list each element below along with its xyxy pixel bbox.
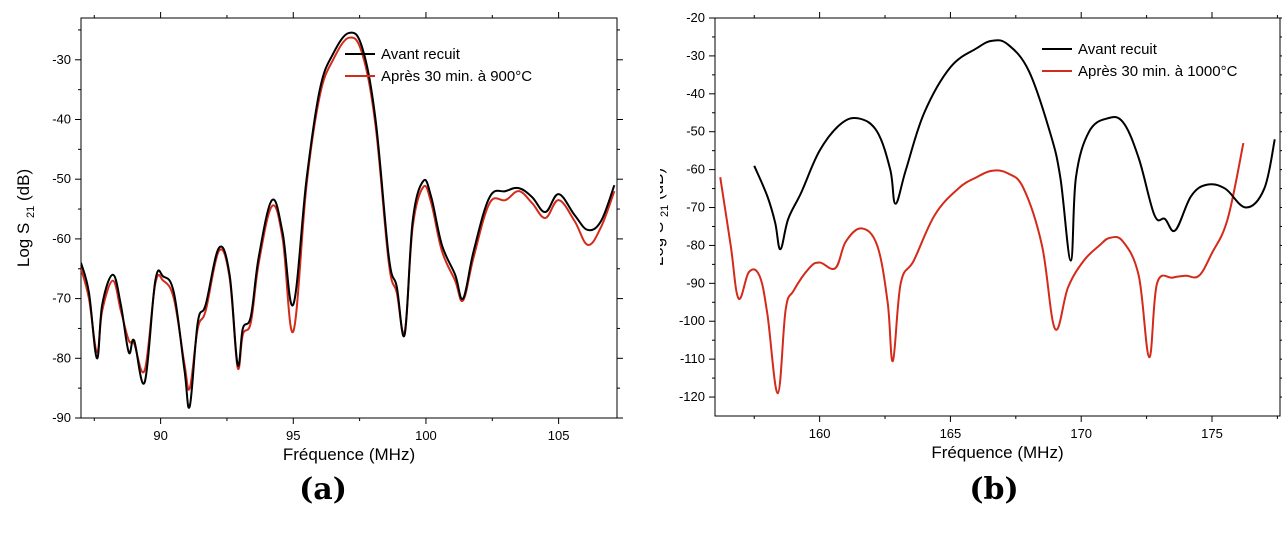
y-tick-label: -50	[686, 124, 705, 139]
y-tick-label: -40	[52, 111, 71, 126]
legend-label-0: Avant recuit	[1078, 41, 1158, 58]
x-axis-title: Fréquence (MHz)	[283, 445, 415, 464]
y-tick-label: -110	[680, 351, 705, 366]
y-tick-label: -90	[686, 275, 705, 290]
y-tick-label: -60	[686, 162, 705, 177]
y-tick-label: -20	[686, 10, 705, 25]
x-axis-title: Fréquence (MHz)	[931, 443, 1063, 462]
series-line-0	[81, 31, 616, 409]
series-line-0	[753, 39, 1276, 262]
legend-label-0: Avant recuit	[381, 46, 461, 63]
y-tick-label: -80	[52, 350, 71, 365]
y-tick-label: -30	[686, 48, 705, 63]
y-tick-label: -60	[52, 231, 71, 246]
x-tick-label: 170	[1070, 426, 1092, 441]
y-tick-label: -120	[679, 389, 705, 404]
x-tick-label: 100	[415, 428, 437, 443]
series-line-1	[81, 36, 616, 391]
x-tick-label: 90	[153, 428, 167, 443]
y-axis-title: Log S 21 (dB)	[660, 168, 671, 266]
legend-label-1: Après 30 min. à 1000°C	[1078, 63, 1238, 80]
caption-b: (b)	[969, 472, 1019, 507]
y-tick-label: -70	[686, 200, 705, 215]
x-tick-label: 105	[548, 428, 570, 443]
plot-frame	[714, 17, 1281, 417]
series-line-1	[719, 142, 1245, 395]
y-tick-label: -80	[686, 237, 705, 252]
y-axis-title: Log S 21 (dB)	[14, 169, 37, 267]
y-tick-label: -40	[686, 86, 705, 101]
y-tick-label: -100	[679, 313, 705, 328]
chart-a-svg: 90 95 100 105 -90 -80 -70 -60 -50 -40 -30 Fréquence…	[14, 12, 623, 464]
legend-label-1: Après 30 min. à 900°C	[381, 68, 532, 85]
y-tick-label: -70	[52, 291, 71, 306]
chart-b-svg: 160 165 170 175 -120 -110 -100 -90 -80 -70 -60 -50 -…	[660, 10, 1282, 462]
x-tick-label: 175	[1201, 426, 1223, 441]
plot-frame	[80, 17, 618, 419]
y-tick-label: -30	[52, 52, 71, 67]
chart-panel-b: 160 165 170 175 -120 -110 -100 -90 -80 -70 -60 -50 -…	[660, 0, 1282, 539]
caption-a: (a)	[299, 472, 347, 507]
x-tick-label: 160	[809, 426, 831, 441]
y-tick-label: -50	[52, 171, 71, 186]
chart-panel-a: 90 95 100 105 -90 -80 -70 -60 -50 -40 -30 Fréquence…	[0, 0, 640, 539]
x-tick-label: 165	[940, 426, 962, 441]
y-tick-label: -90	[52, 410, 71, 425]
x-tick-label: 95	[286, 428, 300, 443]
